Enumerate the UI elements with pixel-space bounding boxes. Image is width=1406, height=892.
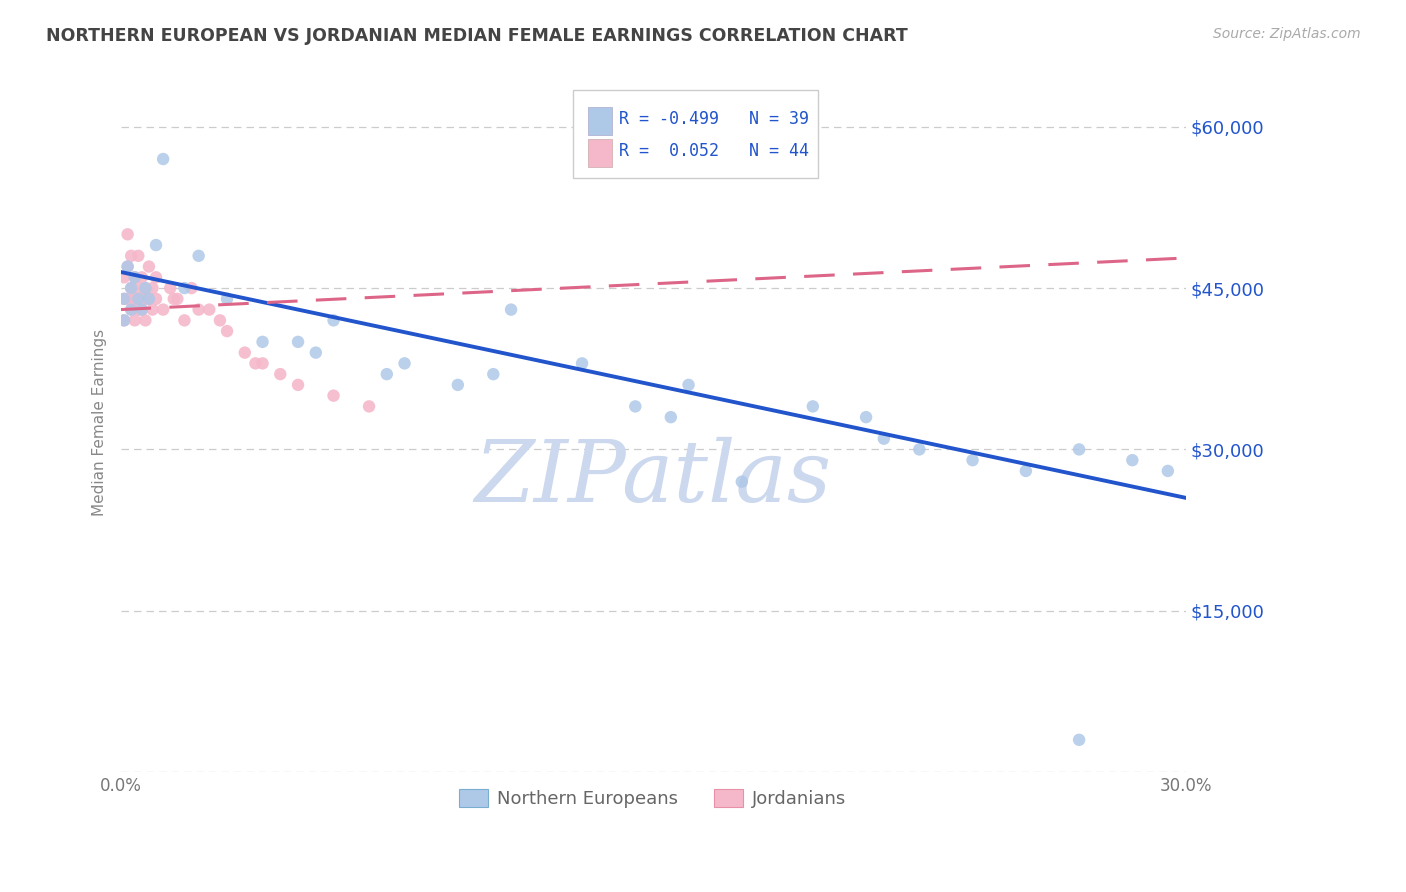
FancyBboxPatch shape [574,90,818,178]
Point [124,270,146,285]
Point [112,292,135,306]
Point [141,281,163,295]
Point [127,302,149,317]
Point [117,292,139,306]
Point [124,270,146,285]
Point [322,313,344,327]
Point [112,292,135,306]
Point [447,377,470,392]
Point [134,313,156,327]
Point [873,432,896,446]
Point [394,356,416,370]
Point [127,249,149,263]
Point [152,152,174,166]
Point [134,281,156,295]
Point [855,410,877,425]
Point [252,356,274,370]
Point [571,356,593,370]
Point [120,302,142,317]
Point [801,400,824,414]
Point [1121,453,1143,467]
Point [233,345,256,359]
Point [124,313,146,327]
Point [127,292,149,306]
Point [127,281,149,295]
Point [131,302,153,317]
Point [163,292,186,306]
Point [145,238,167,252]
Point [908,442,931,457]
Text: Source: ZipAtlas.com: Source: ZipAtlas.com [1213,27,1361,41]
Point [166,292,188,306]
Point [499,302,522,317]
Point [187,302,209,317]
Point [1067,442,1090,457]
Point [159,281,181,295]
Point [120,249,142,263]
Point [287,334,309,349]
Point [112,270,135,285]
Point [357,400,380,414]
Point [131,270,153,285]
Point [173,281,195,295]
Point [252,334,274,349]
Legend: Northern Europeans, Jordanians: Northern Europeans, Jordanians [453,782,853,815]
Point [659,410,682,425]
Point [134,292,156,306]
Point [322,389,344,403]
Text: R = -0.499   N = 39: R = -0.499 N = 39 [619,110,808,128]
Point [305,345,328,359]
Point [138,292,160,306]
Point [117,227,139,242]
Point [245,356,267,370]
Text: ZIPatlas: ZIPatlas [474,437,831,520]
Point [145,270,167,285]
Point [124,292,146,306]
Y-axis label: Median Female Earnings: Median Female Earnings [93,329,107,516]
Point [120,302,142,317]
Point [138,260,160,274]
Point [134,281,156,295]
Point [145,292,167,306]
Point [117,260,139,274]
Point [152,302,174,317]
Point [198,302,221,317]
Point [173,313,195,327]
Point [482,367,505,381]
Point [678,377,700,392]
Point [120,281,142,295]
Point [117,260,139,274]
Point [1067,732,1090,747]
Point [375,367,398,381]
Point [120,281,142,295]
Point [208,313,231,327]
Point [1157,464,1180,478]
Point [731,475,754,489]
Point [287,377,309,392]
Point [187,249,209,263]
Text: NORTHERN EUROPEAN VS JORDANIAN MEDIAN FEMALE EARNINGS CORRELATION CHART: NORTHERN EUROPEAN VS JORDANIAN MEDIAN FE… [46,27,908,45]
Point [1015,464,1038,478]
Point [215,292,238,306]
Point [962,453,984,467]
Point [131,302,153,317]
Point [112,313,135,327]
FancyBboxPatch shape [588,138,612,167]
Point [112,313,135,327]
Point [131,292,153,306]
Point [138,292,160,306]
Point [269,367,291,381]
FancyBboxPatch shape [588,107,612,136]
Text: R =  0.052   N = 44: R = 0.052 N = 44 [619,142,808,160]
Point [215,324,238,338]
Point [180,281,202,295]
Point [141,302,163,317]
Point [624,400,647,414]
